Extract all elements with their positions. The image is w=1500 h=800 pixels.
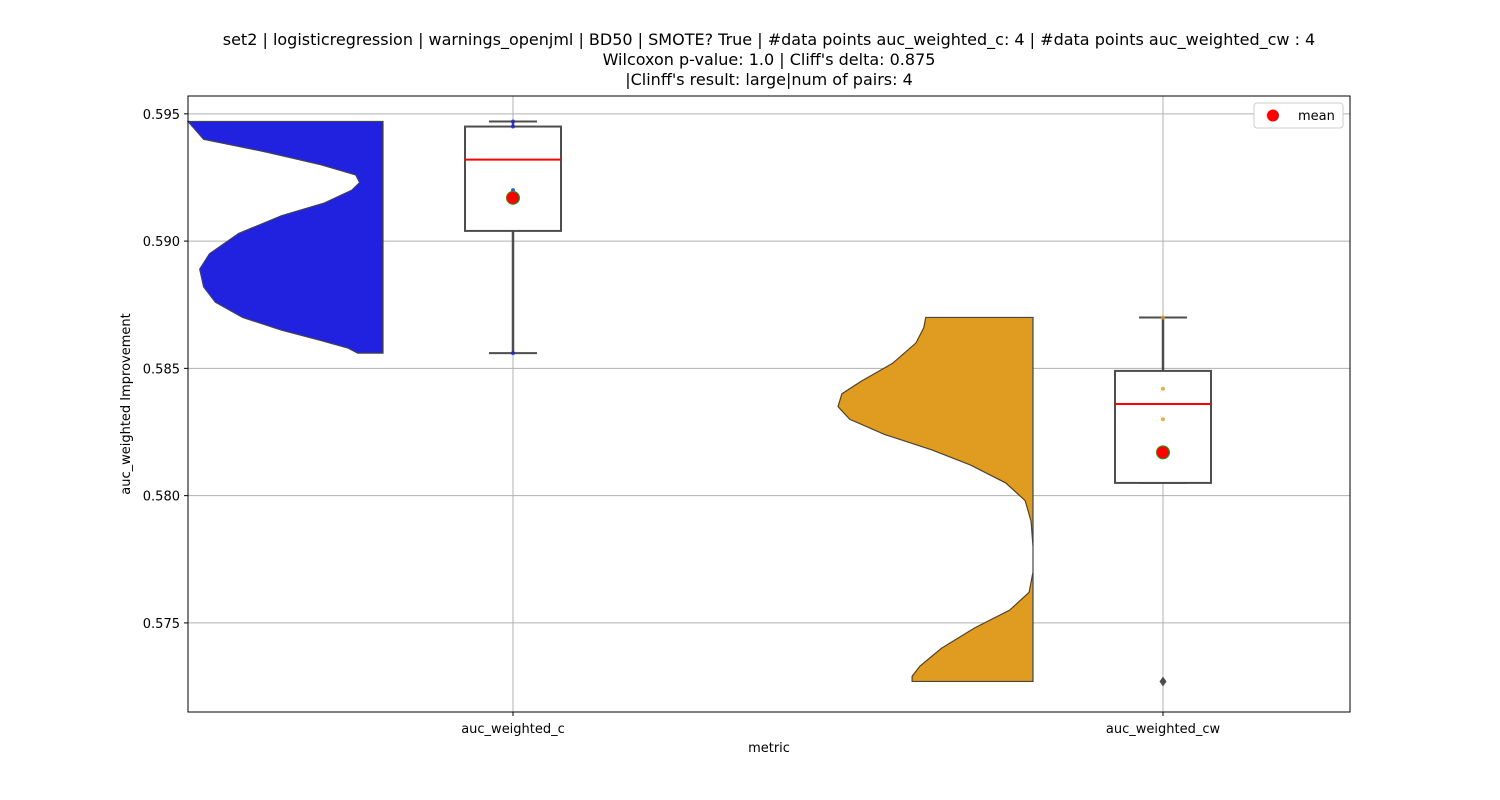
legend: mean: [1253, 102, 1344, 129]
data-point: [511, 351, 515, 356]
y-tick-label: 0.590: [143, 235, 180, 250]
x-tick-label: auc_weighted_cw: [1106, 722, 1221, 737]
boxplots: [464, 120, 1212, 484]
chart-title: set2 | logisticregression | warnings_ope…: [0, 30, 1500, 90]
plot-frame: [187, 95, 1351, 713]
mean-marker: [1156, 445, 1170, 460]
y-tick-label: 0.595: [143, 108, 180, 123]
title-line-3: |Clinff's result: large|num of pairs: 4: [625, 70, 913, 89]
data-point: [511, 119, 515, 124]
violin-auc_weighted_c: [186, 120, 384, 354]
y-tick-label: 0.580: [143, 490, 180, 505]
data-point: [1161, 417, 1165, 422]
data-point: [1161, 386, 1165, 391]
data-points: [506, 119, 1170, 687]
y-tick-label: 0.585: [143, 362, 180, 377]
title-line-1: set2 | logisticregression | warnings_ope…: [222, 30, 1316, 49]
violin-auc_weighted_cw: [837, 316, 1034, 683]
legend-mean-marker: [1267, 109, 1279, 122]
outlier-marker: [1159, 676, 1167, 687]
x-axis-label: metric: [748, 741, 790, 756]
legend-mean-label: mean: [1298, 109, 1335, 124]
legend-frame: [1253, 102, 1344, 129]
data-point: [1161, 315, 1165, 320]
x-tick-label: auc_weighted_c: [461, 722, 565, 737]
title-line-2: Wilcoxon p-value: 1.0 | Cliff's delta: 0…: [602, 50, 936, 69]
box-auc_weighted_c: [464, 125, 562, 232]
violins: [186, 120, 1034, 683]
mean-marker: [506, 190, 520, 205]
data-point: [511, 124, 515, 129]
axes: 0.575 0.580 0.585 0.590 0.595 auc_weighted_c a…: [143, 108, 1221, 737]
y-axis-label: auc_weighted Improvement: [119, 313, 134, 495]
y-tick-label: 0.575: [143, 617, 180, 632]
